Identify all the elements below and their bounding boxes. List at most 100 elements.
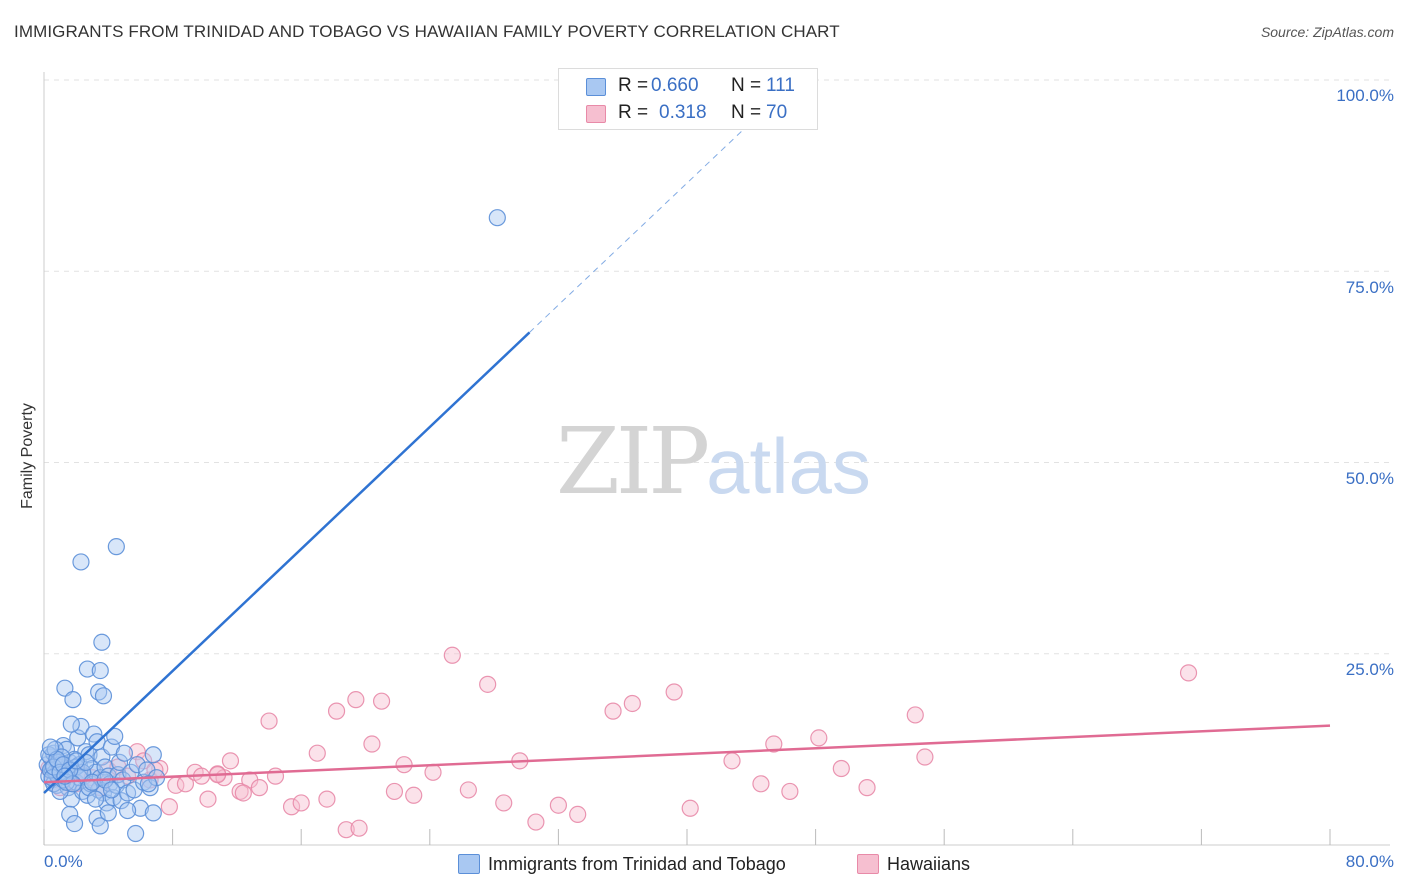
- hawaiians-point: [363, 735, 381, 753]
- immigrants-point: [72, 553, 90, 571]
- watermark: ZIPatlas: [556, 408, 871, 515]
- hawaiians-point: [128, 743, 146, 761]
- hawaiians-point: [372, 692, 391, 710]
- hawaiians-point: [665, 683, 683, 701]
- hawaiians-point: [160, 798, 178, 816]
- watermark-zip: ZIP: [556, 408, 710, 515]
- immigrants-point: [128, 756, 146, 774]
- hawaiians-point: [347, 691, 365, 709]
- hawaiians-point: [1179, 664, 1198, 682]
- hawaiians-point: [765, 735, 783, 753]
- hawaiians-point: [250, 779, 269, 797]
- hawaiians-point: [395, 756, 413, 774]
- r-label: R =: [618, 102, 649, 123]
- immigrants-point: [107, 538, 125, 556]
- immigrants-point: [115, 744, 133, 762]
- immigrants-point: [83, 773, 101, 791]
- r-label: R =: [618, 75, 649, 96]
- immigrants-point: [91, 817, 109, 835]
- hawaiians-point: [906, 706, 924, 724]
- immigrants-point: [94, 687, 113, 705]
- hawaiians-point: [459, 781, 477, 799]
- y-tick-label-50: 50.0%: [1345, 469, 1394, 488]
- hawaiians-point: [752, 775, 770, 793]
- r-value: 0.318: [659, 102, 707, 123]
- hawaiians-point: [266, 767, 285, 785]
- immigrants-point: [61, 805, 79, 824]
- legend-label: Hawaiians: [887, 854, 971, 874]
- hawaiians-point: [405, 786, 423, 804]
- hawaiians-point: [858, 779, 876, 797]
- immigrants-trend-line: [43, 331, 531, 794]
- x-tick-label-max: 80.0%: [1345, 852, 1394, 871]
- hawaiians-point: [527, 813, 545, 831]
- n-value: 70: [766, 102, 788, 123]
- immigrants-point: [110, 753, 129, 771]
- hawaiians-point: [221, 752, 240, 770]
- hawaiians-point: [350, 819, 368, 837]
- immigrants-point: [131, 799, 150, 817]
- x-tick-label-min: 0.0%: [44, 852, 83, 871]
- hawaiians-point: [292, 794, 310, 812]
- legend-label: Immigrants from Trinidad and Tobago: [488, 854, 786, 874]
- n-label: N =: [731, 75, 762, 96]
- hawaiians-point: [337, 821, 355, 839]
- hawaiians-point: [282, 798, 301, 816]
- immigrants-point: [118, 801, 137, 820]
- chart-title: IMMIGRANTS FROM TRINIDAD AND TOBAGO VS H…: [14, 22, 840, 41]
- immigrants-point: [106, 727, 124, 745]
- hawaiians-point: [443, 646, 461, 664]
- immigrants-point: [139, 775, 158, 793]
- hawaiians-point: [308, 744, 326, 762]
- hawaiians-point: [832, 759, 850, 778]
- immigrants-point: [64, 691, 82, 709]
- pink-swatch-icon: [586, 105, 606, 123]
- y-tick-label-100: 100.0%: [1336, 86, 1394, 105]
- hawaiians-point: [681, 799, 699, 817]
- hawaiians-point: [549, 796, 568, 814]
- pink-legend-swatch-icon: [857, 854, 879, 874]
- hawaiians-point: [260, 712, 278, 730]
- n-value: 111: [766, 75, 795, 96]
- hawaiians-point: [810, 729, 828, 747]
- hawaiians-point: [723, 752, 741, 770]
- hawaiians-point: [569, 805, 587, 824]
- hawaiians-point: [781, 782, 799, 801]
- hawaiians-point: [318, 790, 336, 808]
- r-value: 0.660: [651, 75, 699, 96]
- source-label: Source: ZipAtlas.com: [1260, 24, 1394, 40]
- y-tick-label-75: 75.0%: [1345, 278, 1394, 297]
- y-tick-label-25: 25.0%: [1345, 660, 1394, 679]
- immigrants-point: [78, 660, 97, 678]
- immigrants-point: [86, 790, 105, 808]
- immigrants-point: [41, 738, 60, 756]
- hawaiians-point: [424, 763, 442, 781]
- immigrants-point: [144, 746, 162, 764]
- hawaiians-trend-line: [43, 724, 1331, 784]
- immigrants-point: [144, 804, 162, 822]
- immigrants-point: [102, 781, 121, 799]
- immigrants-point: [62, 715, 80, 733]
- hawaiians-point: [327, 702, 346, 720]
- immigrants-point: [93, 633, 111, 651]
- immigrants-point: [127, 824, 145, 843]
- hawaiians-point: [199, 790, 217, 808]
- hawaiians-point: [916, 748, 934, 766]
- blue-swatch-icon: [586, 78, 606, 96]
- hawaiians-point: [495, 794, 513, 812]
- blue-legend-swatch-icon: [458, 854, 480, 874]
- hawaiians-point: [604, 702, 622, 720]
- hawaiians-point: [623, 694, 641, 713]
- immigrants-trend-extension: [529, 129, 744, 333]
- hawaiians-point: [385, 782, 404, 801]
- hawaiians-point: [234, 784, 252, 802]
- immigrants-point: [488, 209, 506, 227]
- immigrants-point: [65, 814, 84, 833]
- immigrants-point: [99, 804, 117, 822]
- immigrants-point: [91, 661, 109, 680]
- watermark-atlas: atlas: [706, 422, 871, 510]
- correlation-stats-box: R = 0.660 N = 111 R = 0.318 N = 70: [558, 68, 818, 130]
- n-label: N =: [731, 102, 762, 123]
- hawaiians-point: [479, 675, 497, 693]
